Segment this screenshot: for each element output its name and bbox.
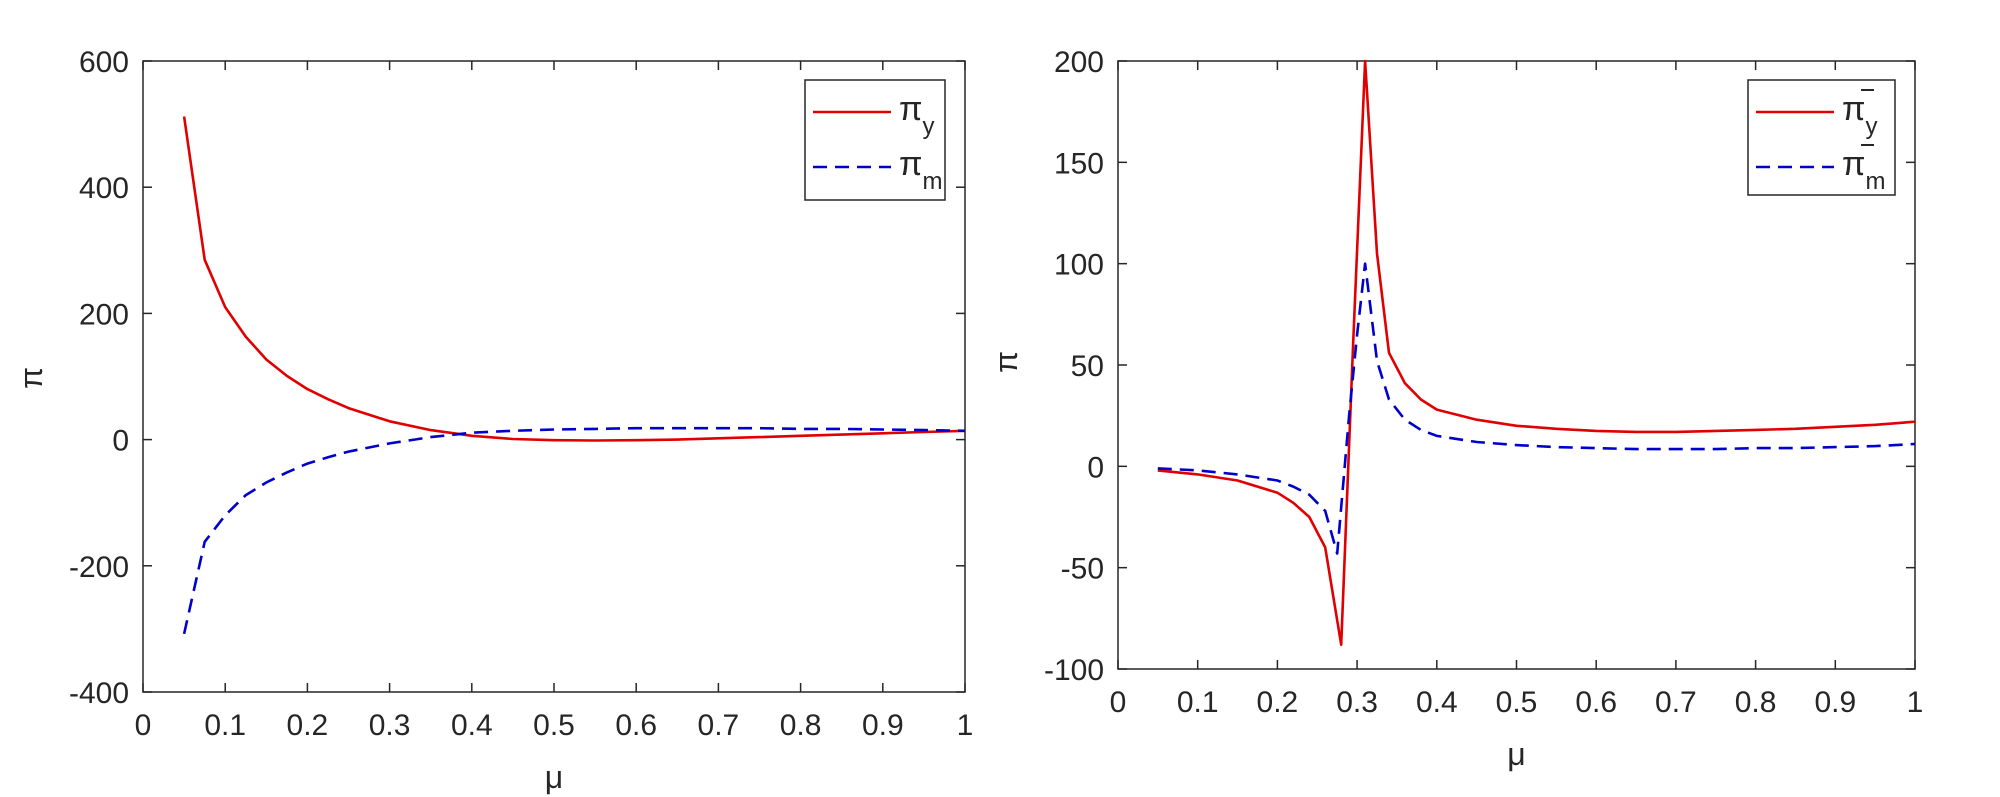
y-tick-label: 600: [79, 46, 129, 79]
legend-symbol: π: [1842, 90, 1865, 128]
x-tick-label: 0.8: [1735, 686, 1777, 719]
right-chart: 0 0.1 0.2 0.3 0.4 0.5 0.6 0.7 0.8 0.9 1 -100 -50 0 50 1…: [988, 46, 1923, 772]
legend-subscript: y: [922, 113, 934, 140]
y-tick-label: 400: [79, 172, 129, 205]
x-tick-label: 0.1: [1177, 686, 1219, 719]
series-line-m: [1157, 262, 1915, 555]
x-tick-label: 0.4: [451, 709, 493, 742]
y-tick-label: 0: [1087, 451, 1104, 484]
x-tick-label: 0: [1110, 686, 1127, 719]
legend-subscript: m: [1865, 168, 1885, 195]
legend-entry: πy: [899, 90, 934, 140]
legend-symbol: π: [899, 145, 922, 183]
legend-box: [804, 79, 946, 201]
y-tick-label: -200: [69, 551, 129, 584]
legend-box: [1747, 79, 1896, 196]
y-tick-label: 0: [112, 425, 129, 458]
y-tick-label: -100: [1044, 654, 1104, 687]
x-tick-label: 0.8: [780, 709, 822, 742]
x-tick-label: 0.9: [1814, 686, 1856, 719]
x-tick-label: 0.3: [369, 709, 411, 742]
legend-entry: πm: [1842, 145, 1885, 195]
y-tick-label: 50: [1071, 350, 1104, 383]
x-tick-label: 0.2: [287, 709, 329, 742]
x-tick-label: 0.6: [1575, 686, 1617, 719]
x-tick-label: 0.7: [698, 709, 740, 742]
left-chart: 0 0.1 0.2 0.3 0.4 0.5 0.6 0.7 0.8 0.9 1 -400 -200 0 20…: [13, 46, 973, 795]
legend-entry: πy: [1842, 90, 1877, 140]
y-tick-label: -50: [1061, 553, 1104, 586]
y-tick-label: 100: [1054, 249, 1104, 282]
x-tick-label: 0.7: [1655, 686, 1697, 719]
x-axis-label: μ: [1507, 736, 1525, 772]
x-tick-label: 0.3: [1336, 686, 1378, 719]
x-tick-label: 0.4: [1416, 686, 1458, 719]
y-tick-label: -400: [69, 677, 129, 710]
x-tick-label: 0.2: [1257, 686, 1299, 719]
x-tick-label: 0.1: [204, 709, 246, 742]
y-axis-label: π: [988, 351, 1024, 373]
x-tick-label: 1: [957, 709, 974, 742]
series-line-m: [182, 426, 965, 635]
legend-subscript: m: [922, 168, 942, 195]
x-tick-label: 0.5: [533, 709, 575, 742]
legend-entry: πm: [899, 145, 942, 195]
x-axis-label: μ: [545, 759, 563, 795]
y-axis-label: π: [13, 367, 49, 389]
series-line-y: [182, 116, 965, 442]
legend-symbol: π: [1842, 145, 1865, 183]
y-tick-label: 200: [1054, 46, 1104, 79]
x-tick-label: 0.9: [862, 709, 904, 742]
x-tick-label: 0.6: [615, 709, 657, 742]
legend-subscript: y: [1865, 113, 1877, 140]
x-tick-label: 0.5: [1496, 686, 1538, 719]
y-tick-label: 200: [79, 298, 129, 331]
y-tick-label: 150: [1054, 147, 1104, 180]
legend-symbol: π: [899, 90, 922, 128]
x-tick-label: 0: [135, 709, 152, 742]
series-line-y: [1157, 59, 1915, 647]
x-tick-label: 1: [1907, 686, 1924, 719]
